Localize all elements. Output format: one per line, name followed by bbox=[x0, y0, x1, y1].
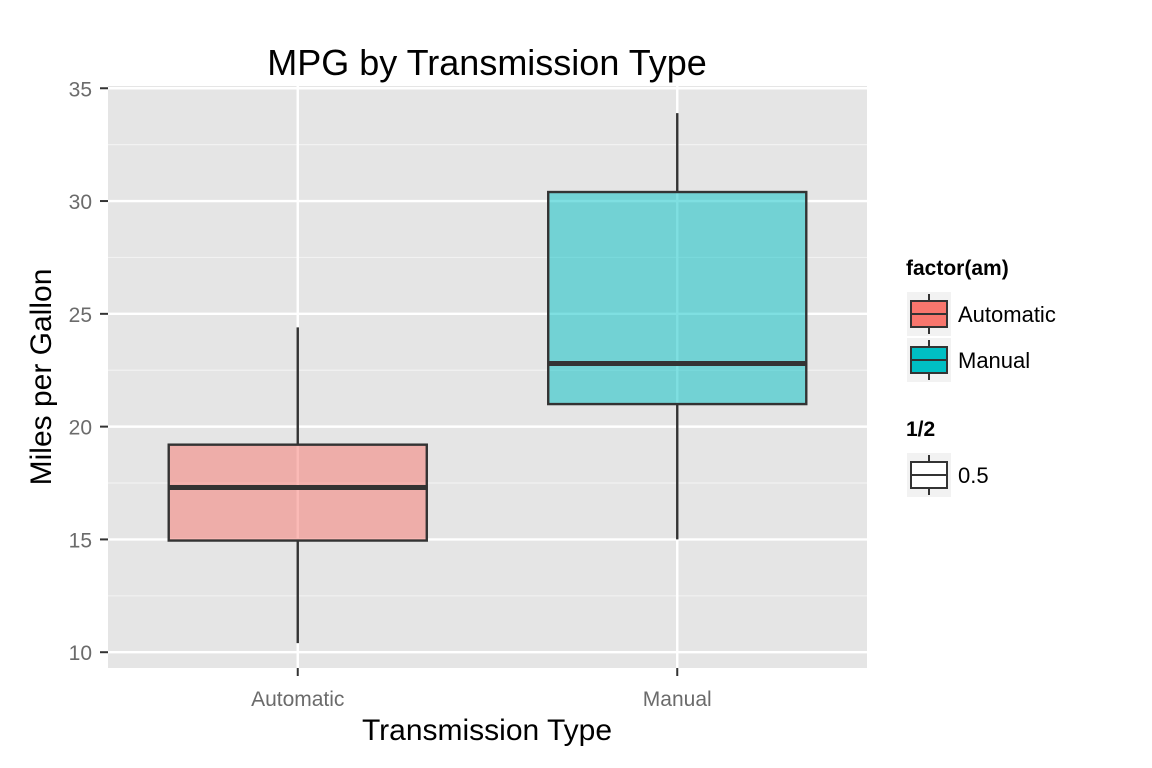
y-tick-label: 35 bbox=[69, 78, 92, 101]
y-tick-label: 25 bbox=[69, 304, 92, 327]
x-tick-label: Manual bbox=[643, 688, 712, 711]
axes: 10 15 20 25 30 35 Automatic Manual bbox=[69, 78, 712, 711]
legend-title: factor(am) bbox=[906, 257, 1009, 280]
y-axis-title: Miles per Gallon bbox=[25, 269, 58, 486]
box-manual bbox=[547, 113, 808, 540]
y-tick-label: 10 bbox=[69, 642, 92, 665]
legend-key bbox=[907, 338, 951, 382]
legend-label: Manual bbox=[958, 348, 1030, 373]
legend-key bbox=[907, 453, 951, 497]
box-automatic bbox=[167, 327, 428, 644]
legend-label: 0.5 bbox=[958, 463, 989, 488]
y-tick-label: 15 bbox=[69, 529, 92, 552]
box-body bbox=[547, 190, 808, 406]
chart-title: MPG by Transmission Type bbox=[267, 42, 707, 83]
legend: factor(am) Automatic Manual 1/2 0.5 bbox=[906, 257, 1056, 497]
x-axis-title: Transmission Type bbox=[362, 714, 612, 747]
y-tick-label: 20 bbox=[69, 417, 92, 440]
box-body bbox=[167, 443, 428, 542]
x-tick-label: Automatic bbox=[251, 688, 344, 711]
legend-label: Automatic bbox=[958, 302, 1056, 327]
legend-title: 1/2 bbox=[906, 418, 935, 441]
y-tick-label: 30 bbox=[69, 191, 92, 214]
box-series bbox=[167, 113, 808, 644]
legend-key bbox=[907, 292, 951, 336]
